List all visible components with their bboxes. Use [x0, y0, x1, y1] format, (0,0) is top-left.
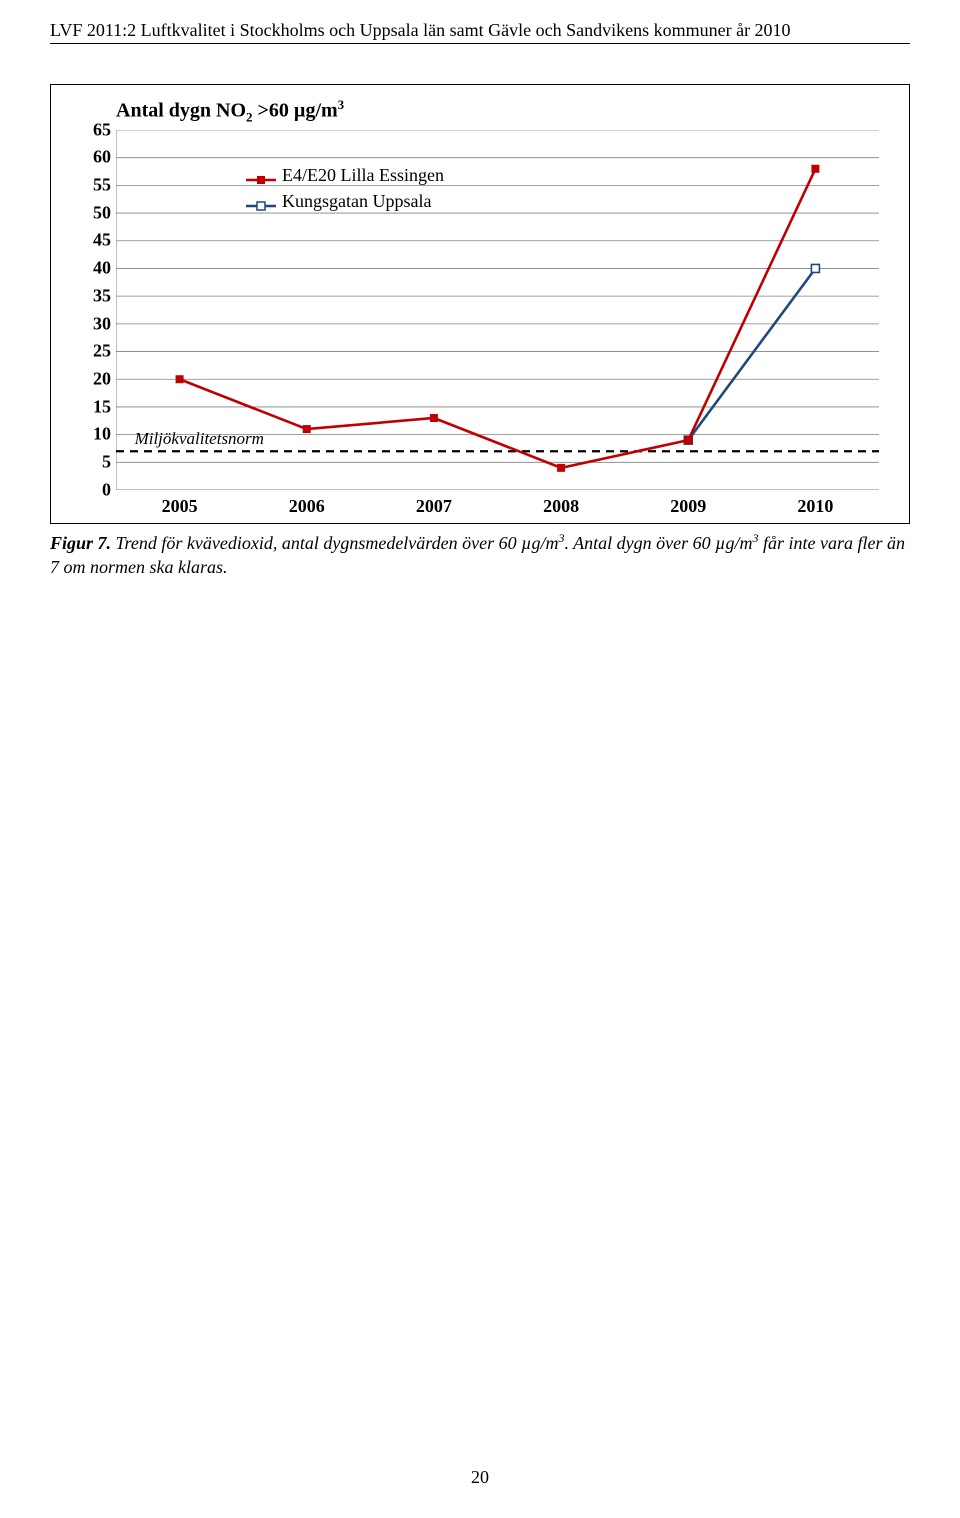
y-tick-label: 25 [93, 341, 111, 362]
legend-swatch-1 [246, 194, 276, 208]
x-tick-label: 2009 [670, 496, 706, 517]
y-tick-label: 60 [93, 147, 111, 168]
legend-label-0: E4/E20 Lilla Essingen [282, 162, 444, 188]
figure-label: Figur 7. [50, 533, 111, 553]
plot-area: 05101520253035404550556065 E4/E20 Lilla … [116, 130, 879, 490]
figure-body: Trend för kvävedioxid, antal dygnsmedelv… [50, 533, 905, 577]
x-tick-label: 2008 [543, 496, 579, 517]
x-tick-label: 2006 [289, 496, 325, 517]
legend-label-1: Kungsgatan Uppsala [282, 188, 431, 214]
y-tick-label: 0 [102, 479, 111, 500]
x-tick-label: 2010 [797, 496, 833, 517]
x-tick-label: 2007 [416, 496, 452, 517]
y-tick-label: 5 [102, 451, 111, 472]
page-number: 20 [0, 1467, 960, 1488]
norm-label: Miljökvalitetsnorm [135, 429, 264, 449]
y-tick-label: 65 [93, 119, 111, 140]
y-axis-labels: 05101520253035404550556065 [76, 130, 111, 490]
legend-item-1: Kungsgatan Uppsala [246, 188, 444, 214]
y-tick-label: 35 [93, 285, 111, 306]
legend-swatch-0 [246, 168, 276, 182]
y-tick-label: 30 [93, 313, 111, 334]
chart-title-mid: >60 µg/m [253, 100, 338, 122]
chart-title-prefix: Antal dygn NO [116, 100, 246, 122]
y-tick-label: 10 [93, 424, 111, 445]
chart-title: Antal dygn NO2 >60 µg/m3 [116, 97, 899, 126]
figure-caption: Figur 7. Trend för kvävedioxid, antal dy… [50, 530, 910, 580]
x-axis-labels: 2005 2006 2007 2008 2009 2010 [116, 490, 879, 518]
y-tick-label: 15 [93, 396, 111, 417]
y-tick-label: 45 [93, 230, 111, 251]
y-tick-label: 50 [93, 202, 111, 223]
page-header: LVF 2011:2 Luftkvalitet i Stockholms och… [50, 20, 910, 44]
y-tick-label: 20 [93, 368, 111, 389]
chart-title-sup: 3 [338, 97, 345, 112]
y-tick-label: 40 [93, 258, 111, 279]
x-tick-label: 2005 [162, 496, 198, 517]
chart-container: Antal dygn NO2 >60 µg/m3 051015202530354… [50, 84, 910, 524]
chart-legend: E4/E20 Lilla Essingen Kungsgatan Uppsala [246, 162, 444, 214]
y-tick-label: 55 [93, 175, 111, 196]
legend-item-0: E4/E20 Lilla Essingen [246, 162, 444, 188]
